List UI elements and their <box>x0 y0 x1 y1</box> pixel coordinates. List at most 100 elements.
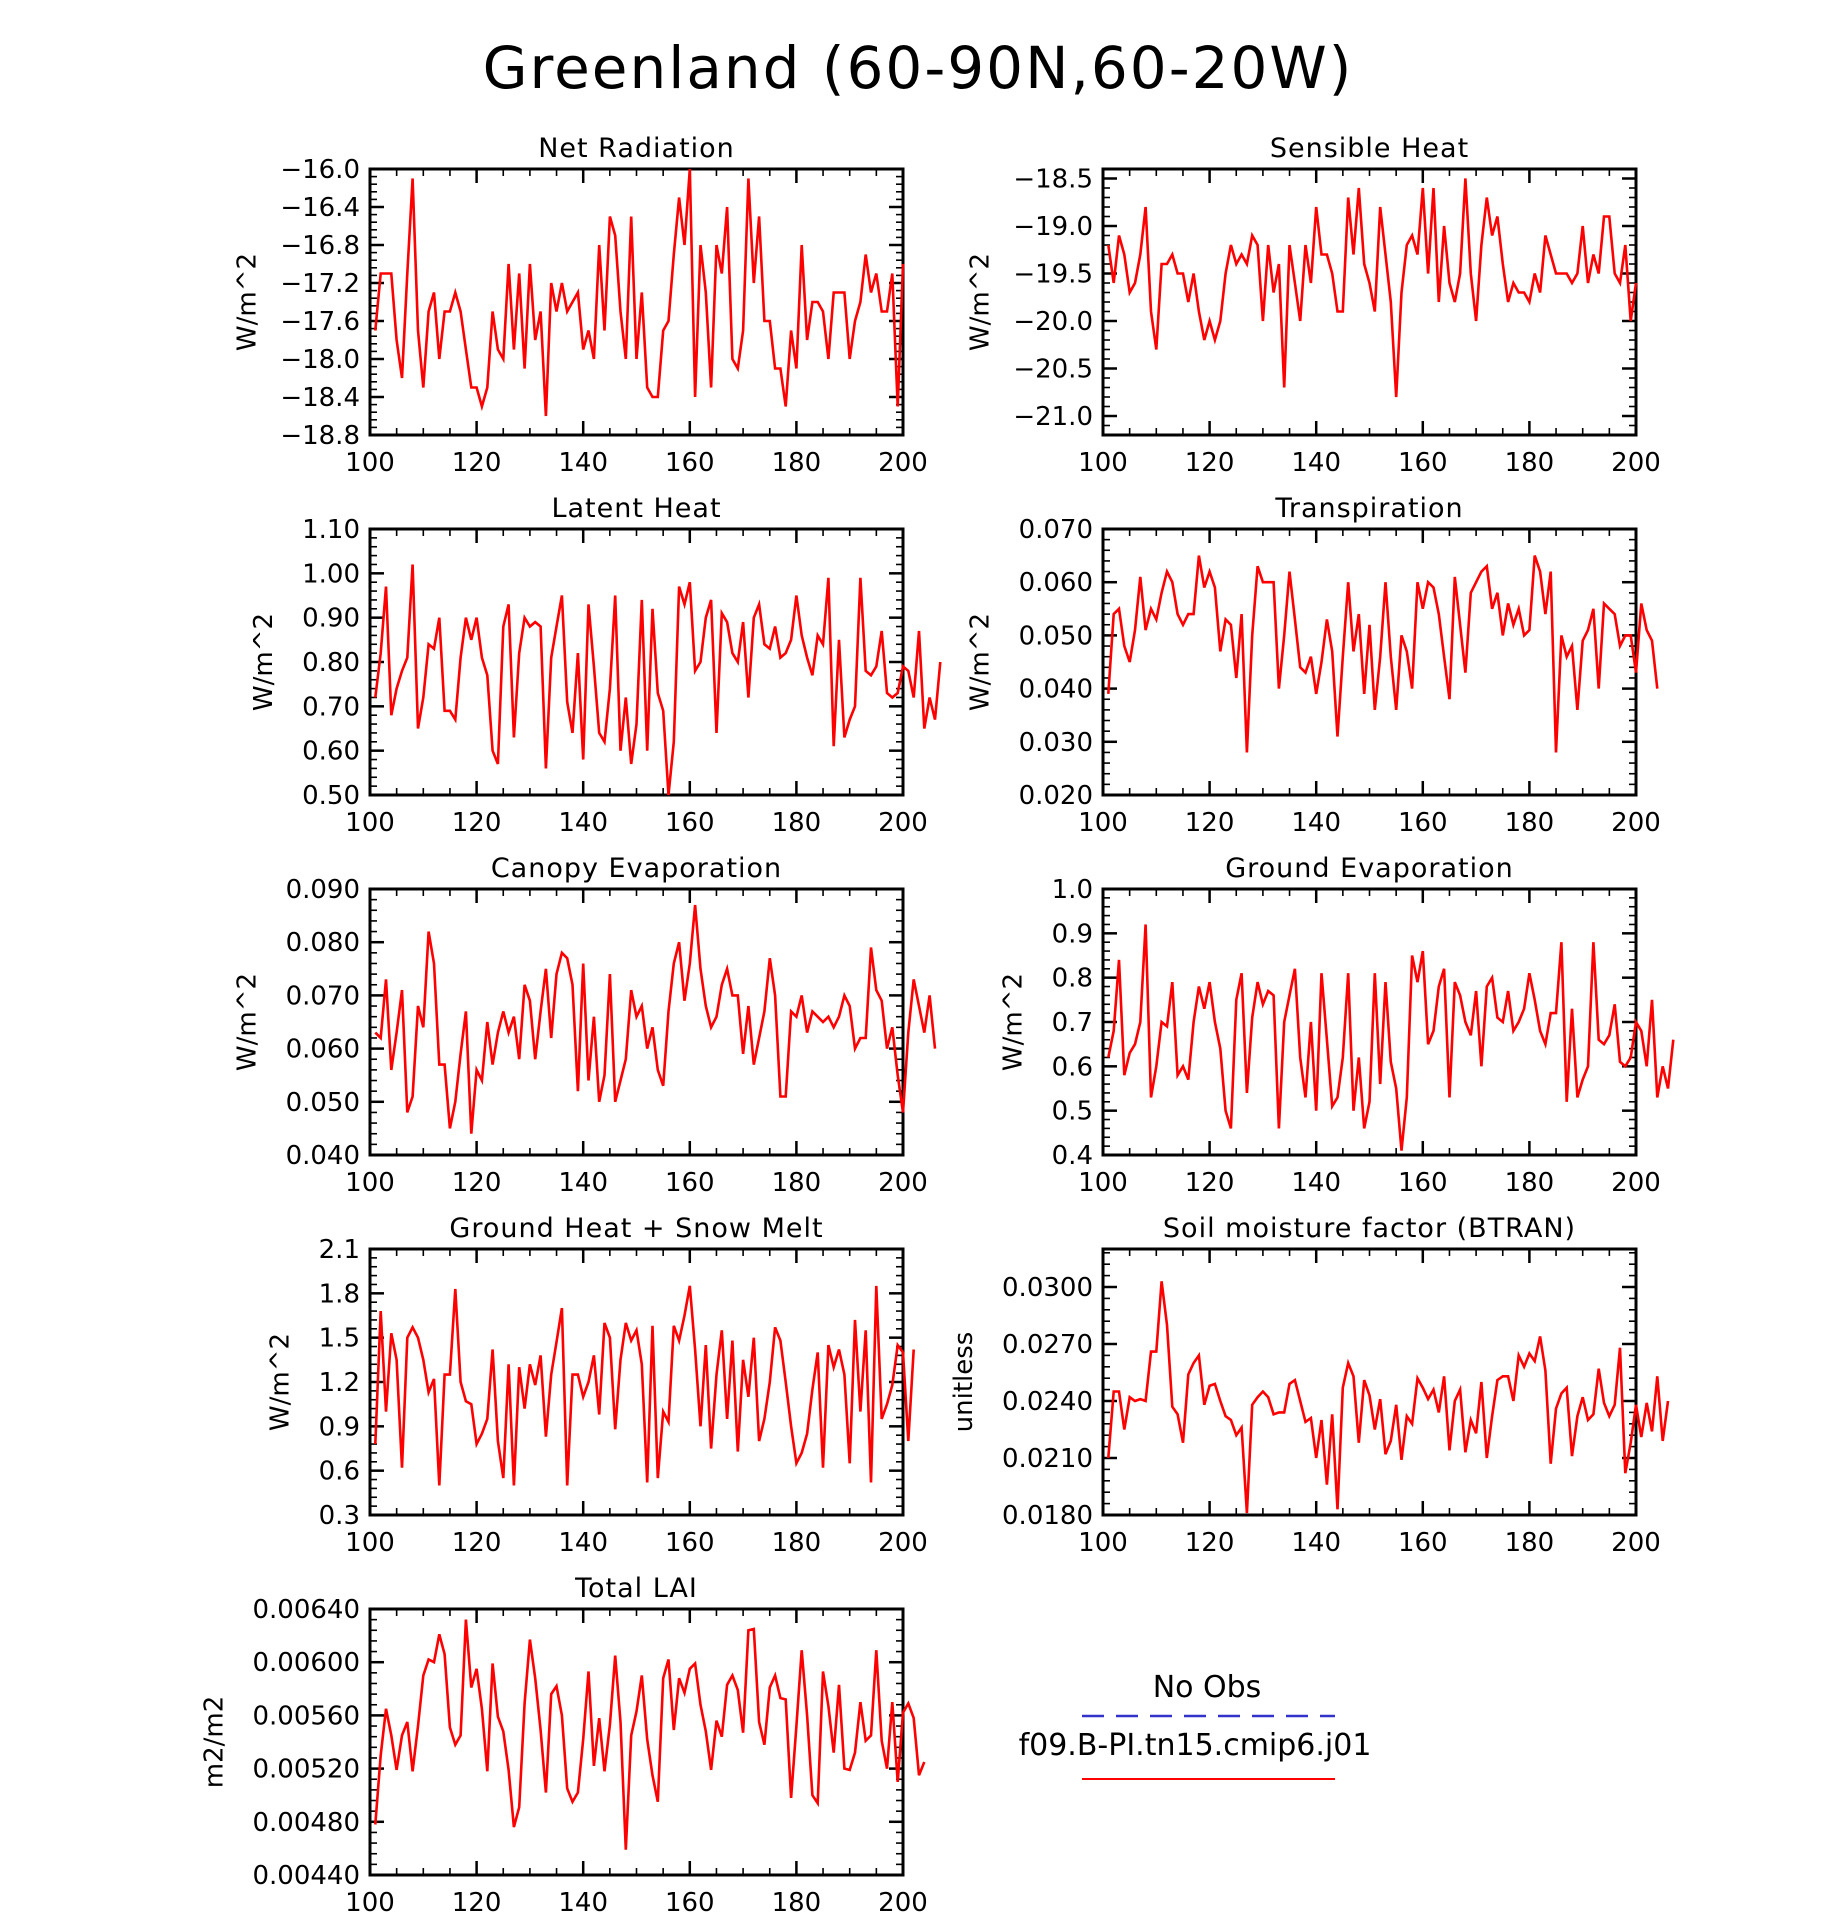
x-tick-label: 200 <box>878 448 928 478</box>
x-tick-label: 100 <box>1078 448 1128 478</box>
y-tick-label: 0.0240 <box>1002 1387 1093 1417</box>
chart-panel-ground-evaporation: Ground Evaporation 100 120 140 160 180 200 1.0 0… <box>999 853 1675 1198</box>
panel-title: Total LAI <box>574 1573 698 1604</box>
y-axis-label: W/m^2 <box>966 253 996 351</box>
x-tick-label: 180 <box>772 808 822 838</box>
x-tick-label: 180 <box>1505 1528 1555 1558</box>
x-tick-label: 160 <box>665 448 715 478</box>
y-tick-label: 0.0180 <box>1002 1501 1093 1531</box>
x-tick-label: 100 <box>1078 808 1128 838</box>
y-tick-label: 0.90 <box>302 604 360 634</box>
y-tick-label: 1.00 <box>302 559 360 589</box>
y-tick-label: −19.5 <box>1013 260 1093 290</box>
y-tick-label: 0.00480 <box>252 1808 360 1838</box>
plot-frame <box>1101 527 1638 797</box>
series-line <box>1107 555 1659 753</box>
series-line <box>374 1619 926 1850</box>
x-tick-label: 140 <box>1291 1168 1341 1198</box>
x-tick-label: 200 <box>878 1528 928 1558</box>
y-tick-label: 0.050 <box>286 1088 360 1118</box>
y-tick-label: 0.090 <box>286 875 360 905</box>
x-tick-label: 100 <box>345 448 395 478</box>
series-line <box>374 168 905 417</box>
x-tick-label: 120 <box>452 808 502 838</box>
y-tick-label: 1.8 <box>319 1279 360 1309</box>
x-tick-label: 180 <box>1505 1168 1555 1198</box>
y-tick-label: 0.070 <box>286 981 360 1011</box>
chart-panel-soil-moisture-factor-btran: Soil moisture factor (BTRAN) 100 120 140 160… <box>949 1213 1670 1558</box>
y-tick-label: 0.9 <box>1052 919 1093 949</box>
plot-frame <box>368 167 905 437</box>
x-tick-label: 200 <box>1611 1528 1661 1558</box>
x-tick-label: 200 <box>1611 808 1661 838</box>
y-tick-label: −16.0 <box>280 155 360 185</box>
x-tick-label: 160 <box>1398 448 1448 478</box>
x-tick-label: 140 <box>1291 1528 1341 1558</box>
plot-frame <box>1101 1247 1638 1517</box>
y-tick-label: −17.6 <box>280 307 360 337</box>
x-tick-label: 120 <box>1185 1528 1235 1558</box>
series-line <box>374 1285 915 1486</box>
y-axis-label: W/m^2 <box>966 613 996 711</box>
x-tick-label: 200 <box>878 808 928 838</box>
plot-frame <box>1101 887 1638 1157</box>
x-tick-label: 180 <box>772 1168 822 1198</box>
plot-frame <box>368 1247 905 1517</box>
y-tick-label: 0.8 <box>1052 964 1093 994</box>
y-tick-label: 0.060 <box>286 1035 360 1065</box>
x-tick-label: 120 <box>452 1168 502 1198</box>
series-line <box>1107 178 1638 398</box>
y-tick-label: −18.4 <box>280 383 360 413</box>
chart-panel-net-radiation: Net Radiation 100 120 140 160 180 200 −16.0 −16.… <box>233 133 928 478</box>
panel-title: Ground Evaporation <box>1225 853 1514 884</box>
x-tick-label: 140 <box>558 1528 608 1558</box>
plot-frame <box>1101 167 1638 437</box>
x-tick-label: 120 <box>1185 808 1235 838</box>
x-tick-label: 200 <box>878 1888 928 1918</box>
chart-panel-ground-heat-snow-melt: Ground Heat + Snow Melt 100 120 140 160 180 20… <box>266 1213 928 1558</box>
legend: No Obs f09.B-PI.tn15.cmip6.j01 <box>1019 1670 1372 1780</box>
legend-obs-label: No Obs <box>1153 1670 1262 1705</box>
y-tick-label: 0.00520 <box>252 1755 360 1785</box>
y-tick-label: 0.080 <box>286 928 360 958</box>
y-tick-label: 0.040 <box>286 1141 360 1171</box>
panel-title: Canopy Evaporation <box>491 853 782 884</box>
panel-title: Soil moisture factor (BTRAN) <box>1163 1213 1576 1244</box>
y-axis-label: W/m^2 <box>233 973 263 1071</box>
y-tick-label: −21.0 <box>1013 402 1093 432</box>
y-tick-label: 2.1 <box>319 1235 360 1265</box>
panel-title: Ground Heat + Snow Melt <box>449 1213 823 1244</box>
y-tick-label: 0.040 <box>1019 675 1093 705</box>
legend-model-label: f09.B-PI.tn15.cmip6.j01 <box>1019 1728 1372 1763</box>
y-tick-label: 0.030 <box>1019 728 1093 758</box>
y-tick-label: 0.0270 <box>1002 1330 1093 1360</box>
series-line <box>374 904 937 1134</box>
y-tick-label: 0.6 <box>1052 1052 1093 1082</box>
y-tick-label: 0.0300 <box>1002 1273 1093 1303</box>
x-tick-label: 180 <box>772 1888 822 1918</box>
chart-panel-latent-heat: Latent Heat 100 120 140 160 180 200 1.10 1.00 0.9… <box>249 493 942 838</box>
y-tick-label: −20.5 <box>1013 355 1093 385</box>
y-axis-label: W/m^2 <box>999 973 1029 1071</box>
panel-title: Net Radiation <box>538 133 735 164</box>
chart-panels: Net Radiation 100 120 140 160 180 200 −16.0 −16.… <box>200 133 1675 1918</box>
series-line <box>1107 924 1675 1151</box>
x-tick-label: 180 <box>1505 448 1555 478</box>
y-tick-label: 0.7 <box>1052 1008 1093 1038</box>
y-tick-label: 0.00600 <box>252 1648 360 1678</box>
y-tick-label: 0.70 <box>302 692 360 722</box>
x-tick-label: 140 <box>558 448 608 478</box>
x-tick-label: 120 <box>1185 1168 1235 1198</box>
y-tick-label: 0.070 <box>1019 515 1093 545</box>
chart-panel-sensible-heat: Sensible Heat 100 120 140 160 180 200 −18.5 −19.… <box>966 133 1661 478</box>
chart-panel-canopy-evaporation: Canopy Evaporation 100 120 140 160 180 200 0.09… <box>233 853 937 1198</box>
x-tick-label: 160 <box>1398 1168 1448 1198</box>
x-tick-label: 160 <box>1398 1528 1448 1558</box>
y-tick-label: 0.3 <box>319 1501 360 1531</box>
x-tick-label: 140 <box>558 1168 608 1198</box>
y-tick-label: 0.0210 <box>1002 1444 1093 1474</box>
x-tick-label: 180 <box>772 1528 822 1558</box>
y-tick-label: 0.9 <box>319 1412 360 1442</box>
x-tick-label: 100 <box>345 1888 395 1918</box>
